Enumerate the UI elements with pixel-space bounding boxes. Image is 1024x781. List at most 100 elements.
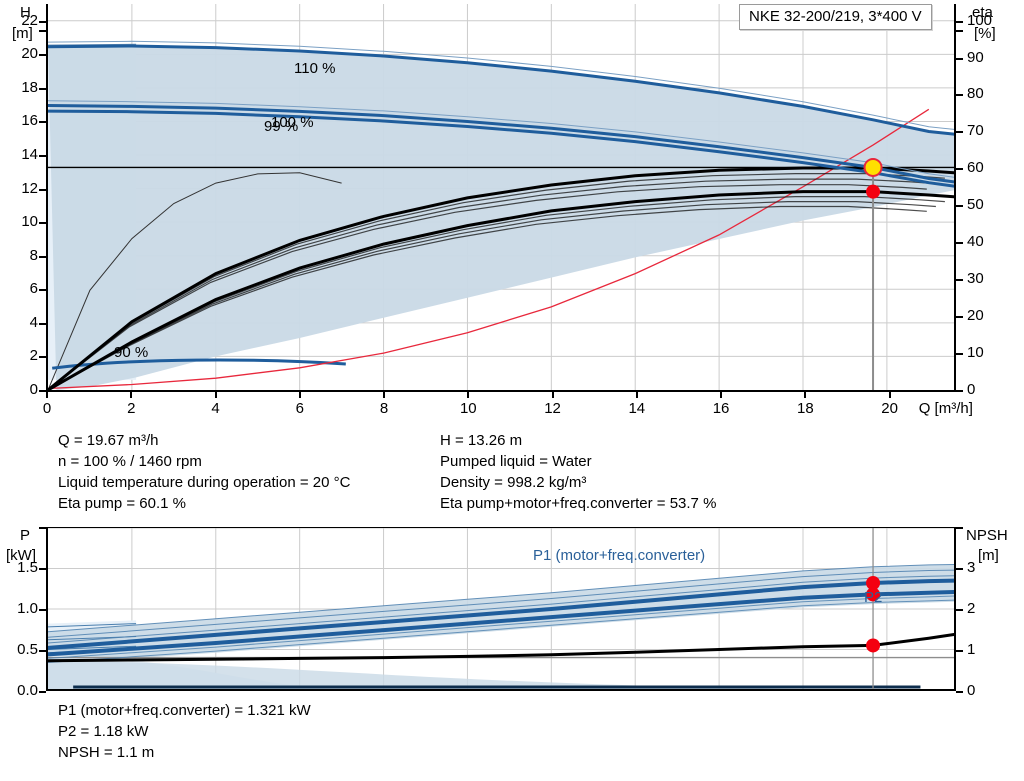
top-y-tick-label-2: 2 [0, 347, 38, 364]
bottom-y-tick-2.0 [39, 527, 46, 529]
top-y2-tick-label-50: 50 [967, 196, 984, 213]
power-data-line-2: NPSH = 1.1 m [58, 742, 311, 763]
top-y2-tick-label-70: 70 [967, 122, 984, 139]
top-y-tick-10 [39, 222, 46, 224]
top-x-tick-label-20: 20 [880, 400, 900, 417]
top-y-tick-12 [39, 189, 46, 191]
bottom-y2-axis-unit: [m] [978, 547, 999, 564]
top-y2-tick-0 [956, 390, 963, 392]
bottom-y-tick-1 [39, 609, 46, 611]
top-y2-tick-80 [956, 94, 963, 96]
top-y-tick-label-18: 18 [0, 79, 38, 96]
top-x-axis-title: Q [m³/h] [919, 400, 973, 417]
top-y-tick-label-14: 14 [0, 146, 38, 163]
top-y2-tick-60 [956, 168, 963, 170]
top-x-tick-10 [467, 390, 469, 398]
top-y2-tick-label-0: 0 [967, 381, 975, 398]
top-curve-label-0: 110 % [294, 60, 335, 77]
top-y2-tick-90 [956, 58, 963, 60]
top-x-tick-12 [552, 390, 554, 398]
top-y-tick-20 [39, 54, 46, 56]
top-y-tick-4 [39, 323, 46, 325]
power-data-line-0: P1 (motor+freq.converter) = 1.321 kW [58, 700, 311, 721]
top-x-tick-0 [46, 390, 48, 398]
top-y-tick-18 [39, 88, 46, 90]
duty-point-marker [865, 159, 882, 176]
npsh-point-marker [866, 638, 880, 652]
top-x-tick-label-18: 18 [795, 400, 815, 417]
top-x-tick-label-0: 0 [37, 400, 57, 417]
top-x-tick-label-12: 12 [543, 400, 563, 417]
power-data-block: P1 (motor+freq.converter) = 1.321 kWP2 =… [58, 700, 311, 763]
top-x-tick-16 [720, 390, 722, 398]
head-efficiency-plot-area [46, 4, 956, 392]
top-y-tick-label-20: 20 [0, 45, 38, 62]
top-y-tick-16 [39, 121, 46, 123]
operating-data-right-line-1: Pumped liquid = Water [440, 451, 716, 472]
top-y2-tick-label-40: 40 [967, 233, 984, 250]
top-y2-tick-50 [956, 205, 963, 207]
top-x-tick-label-14: 14 [627, 400, 647, 417]
bottom-curve-label-1: P2 [864, 589, 882, 606]
top-y2-tick-30 [956, 279, 963, 281]
top-y-tick-6 [39, 289, 46, 291]
operating-data-right: H = 13.26 mPumped liquid = WaterDensity … [440, 430, 716, 514]
top-x-tick-20 [889, 390, 891, 398]
top-curve-label-2: 99 % [264, 118, 298, 135]
operating-data-left: Q = 19.67 m³/hn = 100 % / 1460 rpmLiquid… [58, 430, 350, 514]
top-y-tick-label-16: 16 [0, 112, 38, 129]
top-y-tick-14 [39, 155, 46, 157]
top-y2-tick-top [956, 30, 963, 32]
top-y2-tick-label-20: 20 [967, 307, 984, 324]
top-x-tick-label-10: 10 [458, 400, 478, 417]
operating-data-right-line-2: Density = 998.2 kg/m³ [440, 472, 716, 493]
top-y2-tick-label-10: 10 [967, 344, 984, 361]
top-y-tick-label-0: 0 [0, 381, 38, 398]
bottom-curve-label-0: P1 (motor+freq.converter) [533, 547, 705, 564]
top-y-tick-label-10: 10 [0, 213, 38, 230]
top-x-tick-14 [636, 390, 638, 398]
top-y2-tick-70 [956, 131, 963, 133]
top-x-tick-2 [130, 390, 132, 398]
bottom-y2-tick-2 [956, 609, 963, 611]
bottom-y-tick-label-1: 1.0 [0, 600, 38, 617]
top-x-tick-6 [299, 390, 301, 398]
top-y-tick-label-8: 8 [0, 247, 38, 264]
power-npsh-plot-area [46, 527, 956, 691]
bottom-y-tick-label-0.5: 0.5 [0, 641, 38, 658]
bottom-y-tick-label-1.5: 1.5 [0, 559, 38, 576]
top-y2-tick-100 [956, 21, 963, 23]
power-npsh-svg [48, 528, 954, 690]
top-y-tick-label-6: 6 [0, 280, 38, 297]
top-y2-tick-40 [956, 242, 963, 244]
top-x-tick-4 [215, 390, 217, 398]
top-y2-tick-label-100: 100 [967, 12, 992, 29]
bottom-y2-tick-3 [956, 568, 963, 570]
top-y-tick-label-12: 12 [0, 180, 38, 197]
bottom-y2-tick-label-2: 2 [967, 600, 975, 617]
pump-curve-screen: NKE 32-200/219, 3*400 V H [m] eta [%] P … [0, 0, 1024, 781]
top-y2-tick-label-60: 60 [967, 159, 984, 176]
top-x-tick-8 [383, 390, 385, 398]
top-curve-label-3: 90 % [114, 344, 148, 361]
power-npsh-chart [46, 527, 956, 691]
top-x-tick-label-4: 4 [206, 400, 226, 417]
bottom-y-tick-label-0: 0.0 [0, 682, 38, 699]
bottom-y2-tick-4 [956, 527, 963, 529]
top-y2-tick-label-30: 30 [967, 270, 984, 287]
operating-data-right-line-0: H = 13.26 m [440, 430, 716, 451]
operating-data-left-line-2: Liquid temperature during operation = 20… [58, 472, 350, 493]
power-data-line-1: P2 = 1.18 kW [58, 721, 311, 742]
top-y-tick-0 [39, 390, 46, 392]
top-x-tick-label-2: 2 [121, 400, 141, 417]
bottom-y2-tick-label-0: 0 [967, 682, 975, 699]
top-y-tick-8 [39, 256, 46, 258]
bottom-y2-axis-title: NPSH [966, 527, 1008, 544]
operating-data-left-line-3: Eta pump = 60.1 % [58, 493, 350, 514]
top-y2-tick-label-80: 80 [967, 85, 984, 102]
top-y2-tick-10 [956, 353, 963, 355]
bottom-y-tick-0.5 [39, 650, 46, 652]
top-x-tick-label-6: 6 [290, 400, 310, 417]
top-x-tick-label-16: 16 [711, 400, 731, 417]
top-y2-tick-20 [956, 316, 963, 318]
